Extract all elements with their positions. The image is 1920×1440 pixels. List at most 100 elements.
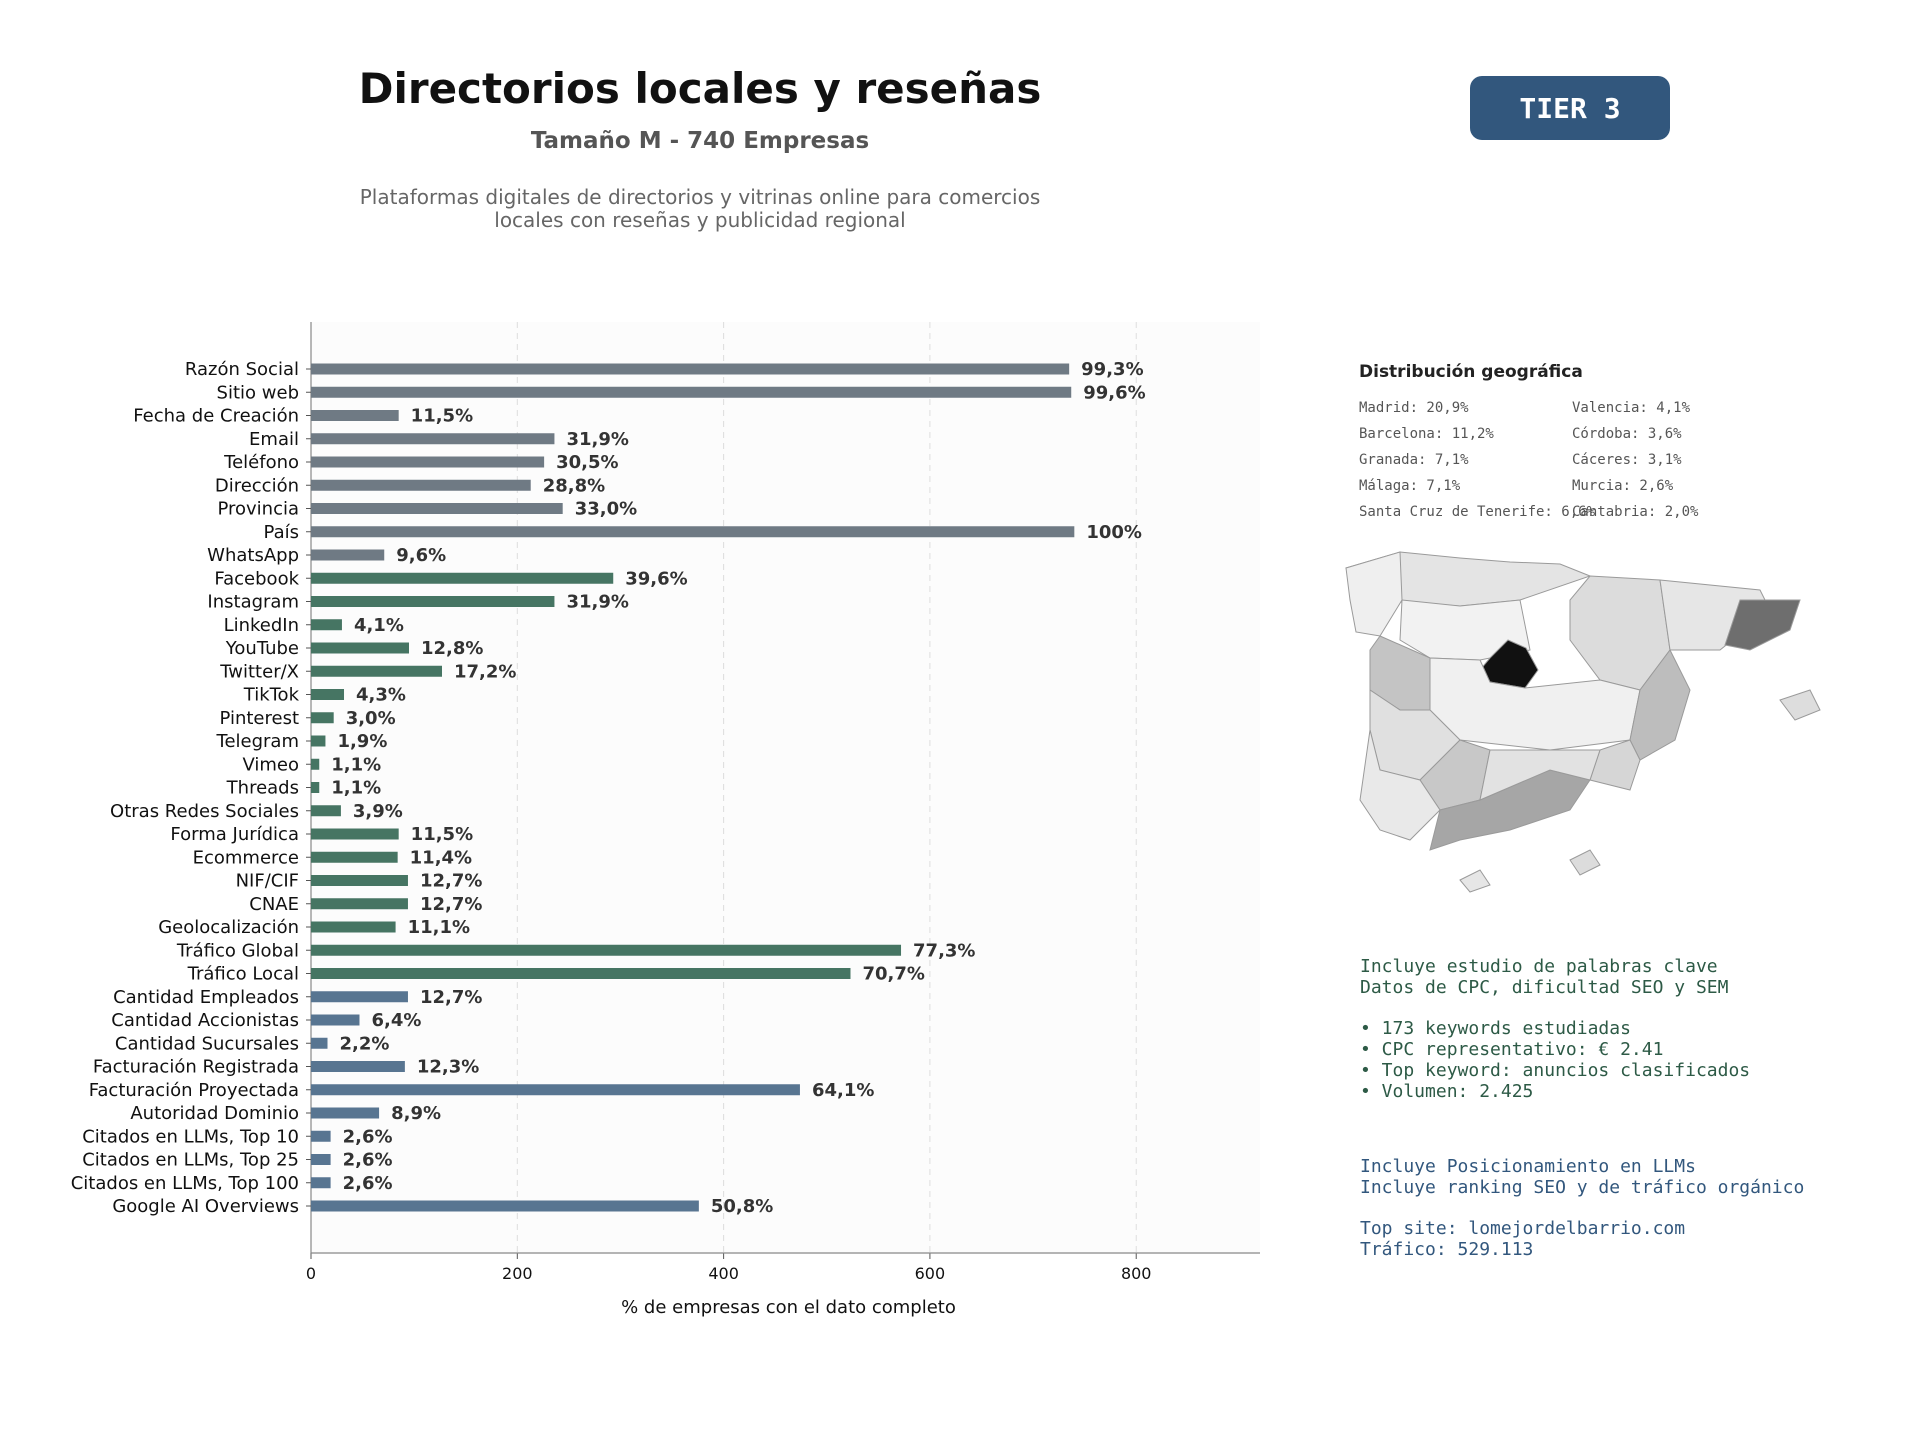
category-label: Ecommerce	[193, 847, 299, 868]
data-label: 30,5%	[556, 452, 618, 473]
data-label: 77,3%	[913, 940, 975, 961]
bar	[311, 782, 320, 793]
category-label: Cantidad Empleados	[113, 987, 299, 1008]
geo-item: Granada: 7,1%	[1359, 452, 1469, 468]
category-label: Pinterest	[219, 708, 299, 729]
data-label: 64,1%	[812, 1080, 874, 1101]
category-label: Facturación Registrada	[93, 1057, 299, 1078]
category-label: Razón Social	[185, 359, 299, 380]
keywords-bullet-2: • CPC representativo: € 2.41	[1360, 1039, 1664, 1060]
x-tick-label: 800	[1121, 1264, 1152, 1283]
bar	[311, 1177, 331, 1189]
map-region-murcia	[1589, 739, 1641, 791]
category-label: Citados en LLMs, Top 25	[82, 1150, 299, 1171]
category-label: Autoridad Dominio	[130, 1103, 299, 1124]
data-label: 39,6%	[625, 568, 687, 589]
category-label: Geolocalización	[158, 917, 299, 938]
keywords-bullet-1: • 173 keywords estudiadas	[1360, 1018, 1631, 1039]
description-line-1: Plataformas digitales de directorios y v…	[359, 185, 1041, 209]
data-label: 12,7%	[420, 987, 482, 1008]
data-label: 33,0%	[575, 499, 637, 520]
category-label: Forma Jurídica	[170, 824, 299, 845]
bar	[311, 944, 902, 956]
geo-item: Santa Cruz de Tenerife: 6,6%	[1359, 504, 1596, 520]
map-region-baleares	[1779, 689, 1821, 721]
x-tick-label: 200	[502, 1264, 533, 1283]
map-region-jaen-almeria	[1479, 749, 1601, 801]
bar	[311, 1130, 331, 1142]
data-label: 70,7%	[862, 964, 924, 985]
x-tick-label: 400	[708, 1264, 739, 1283]
bar	[311, 1037, 328, 1049]
category-label: Citados en LLMs, Top 100	[71, 1173, 299, 1194]
geo-item: Murcia: 2,6%	[1572, 478, 1674, 494]
category-label: Tráfico Global	[176, 940, 299, 961]
bar	[311, 665, 443, 677]
bar	[311, 875, 408, 886]
category-label: Telegram	[216, 731, 299, 752]
bar	[311, 526, 1075, 538]
bar	[311, 433, 555, 445]
category-label: Teléfono	[223, 452, 299, 473]
data-label: 12,7%	[420, 871, 482, 892]
bar	[311, 1154, 331, 1165]
bar	[311, 549, 385, 561]
map-region-barcelona	[1724, 599, 1801, 651]
bar	[311, 363, 1070, 375]
data-label: 6,4%	[371, 1010, 421, 1031]
bar	[311, 410, 399, 421]
data-label: 28,8%	[543, 475, 605, 496]
data-label: 50,8%	[711, 1196, 773, 1217]
bar	[311, 1061, 405, 1072]
page-title: Directorios locales y reseñas	[358, 64, 1042, 113]
llm-line-2: Incluye ranking SEO y de tráfico orgánic…	[1360, 1177, 1805, 1198]
bar	[311, 735, 326, 747]
data-label: 9,6%	[396, 545, 446, 566]
category-label: Tráfico Local	[187, 964, 299, 985]
category-label: Dirección	[215, 475, 299, 496]
data-label: 1,9%	[337, 731, 387, 752]
page-subtitle: Tamaño M - 740 Empresas	[530, 128, 870, 154]
bar	[311, 1084, 800, 1096]
bar	[311, 1107, 380, 1119]
category-label: Citados en LLMs, Top 10	[82, 1126, 299, 1147]
data-label: 2,6%	[343, 1173, 393, 1194]
keywords-bullet-4: • Volumen: 2.425	[1360, 1081, 1534, 1102]
geo-item: Córdoba: 3,6%	[1572, 426, 1682, 442]
bar	[311, 386, 1072, 398]
keywords-bullet-3: • Top keyword: anuncios clasificados	[1360, 1060, 1751, 1081]
data-label: 1,1%	[331, 754, 381, 775]
category-label: Twitter/X	[219, 661, 299, 682]
bar	[311, 619, 342, 631]
category-label: Fecha de Creación	[133, 406, 299, 427]
geo-distribution-title: Distribución geográfica	[1359, 362, 1583, 382]
map-region-canarias	[1459, 869, 1491, 893]
x-tick-label: 600	[915, 1264, 946, 1283]
bar	[311, 758, 320, 770]
x-axis-label: % de empresas con el dato completo	[621, 1297, 956, 1318]
bar	[311, 851, 398, 863]
data-label: 12,7%	[420, 894, 482, 915]
tier-badge: TIER 3	[1470, 76, 1670, 140]
geo-item: Madrid: 20,9%	[1359, 400, 1469, 416]
category-label: Provincia	[217, 499, 299, 520]
bar	[311, 1200, 699, 1212]
plot-background	[311, 322, 1260, 1253]
category-label: País	[264, 522, 299, 543]
category-label: Vimeo	[242, 754, 299, 775]
category-label: WhatsApp	[207, 545, 299, 566]
data-label: 12,8%	[421, 638, 483, 659]
data-label: 11,5%	[411, 824, 473, 845]
category-label: Email	[249, 429, 299, 450]
category-label: CNAE	[249, 894, 299, 915]
bar	[311, 689, 345, 700]
bar	[311, 572, 614, 584]
data-label: 4,3%	[356, 685, 406, 706]
geo-item: Cáceres: 3,1%	[1572, 452, 1682, 468]
geo-item: Málaga: 7,1%	[1359, 478, 1461, 494]
category-label: Cantidad Accionistas	[111, 1010, 299, 1031]
category-label: Google AI Overviews	[112, 1196, 299, 1217]
data-label: 99,6%	[1083, 382, 1145, 403]
bar	[311, 921, 396, 933]
bar	[311, 968, 851, 979]
